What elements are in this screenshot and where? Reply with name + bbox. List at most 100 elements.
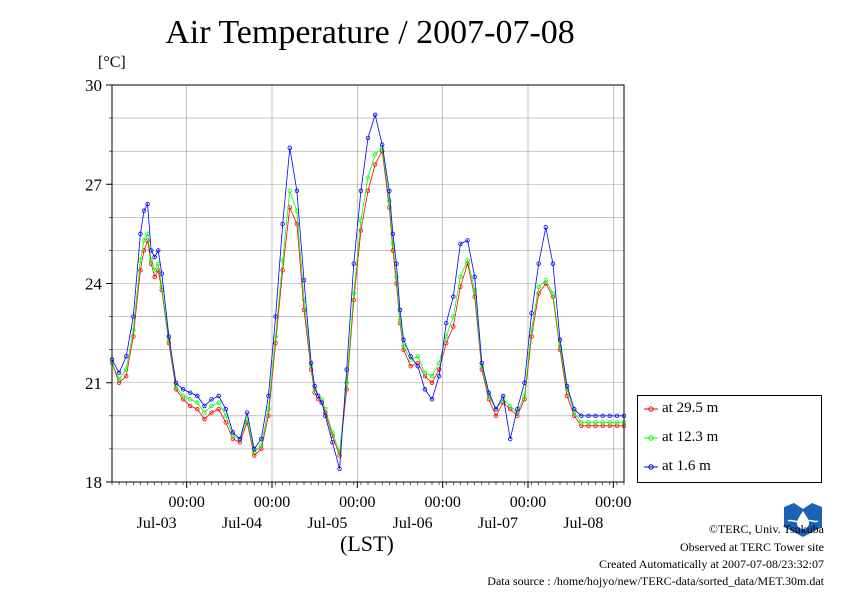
data-point — [579, 413, 584, 419]
data-point — [148, 248, 154, 253]
data-point — [529, 334, 534, 339]
data-point — [515, 407, 520, 412]
data-point — [358, 218, 364, 223]
data-point — [586, 413, 591, 419]
data-point — [397, 317, 403, 323]
footer-source: Data source : /home/hojyo/new/TERC-data/… — [487, 574, 824, 588]
data-point — [451, 324, 456, 329]
data-point — [493, 407, 499, 412]
data-point — [614, 420, 620, 425]
data-point — [244, 410, 250, 415]
legend-label: at 29.5 m — [662, 400, 719, 416]
data-point — [394, 274, 399, 280]
data-point — [124, 373, 129, 379]
data-point — [351, 261, 356, 266]
data-point — [216, 400, 221, 405]
data-point — [387, 188, 392, 194]
data-point — [180, 387, 186, 392]
y-tick-label: 27 — [85, 175, 103, 194]
data-point — [152, 274, 157, 280]
x-date-label: Jul-07 — [478, 515, 518, 532]
data-point — [451, 314, 456, 319]
chart-title: Air Temperature / 2007-07-08 — [165, 14, 575, 51]
data-point — [230, 430, 236, 435]
data-point — [458, 274, 463, 280]
data-point — [408, 364, 413, 369]
data-point — [436, 367, 442, 372]
legend-item: at 29.5 m — [638, 400, 821, 420]
data-point — [387, 198, 392, 203]
data-point — [600, 420, 605, 425]
data-point — [209, 403, 214, 409]
data-point — [607, 413, 612, 419]
data-point — [607, 420, 612, 425]
x-tick-label: 00:00 — [168, 494, 204, 511]
data-point — [394, 261, 399, 266]
data-point — [344, 387, 349, 392]
data-point — [209, 410, 214, 415]
legend-marker — [644, 435, 658, 441]
data-point — [294, 221, 300, 227]
data-point — [486, 390, 492, 395]
x-tick-label: 00:00 — [595, 494, 631, 511]
data-point — [159, 271, 164, 276]
data-point — [415, 354, 420, 359]
data-point — [337, 466, 342, 471]
data-point — [550, 261, 556, 266]
x-date-label: Jul-04 — [222, 515, 262, 532]
data-point — [116, 377, 122, 382]
data-point — [372, 162, 378, 167]
data-point — [330, 440, 335, 445]
data-point — [465, 238, 470, 243]
legend-label: at 12.3 m — [662, 429, 719, 445]
data-point — [294, 188, 300, 194]
data-point — [141, 238, 147, 243]
data-point — [116, 370, 122, 376]
data-point — [223, 420, 228, 425]
legend-marker — [644, 464, 658, 470]
data-point — [145, 201, 150, 207]
data-point — [237, 436, 243, 442]
footer-created: Created Automatically at 2007-07-08/23:3… — [599, 557, 824, 571]
data-point — [422, 387, 428, 392]
data-point — [195, 400, 200, 405]
data-point — [323, 413, 328, 419]
data-point — [202, 403, 207, 409]
data-point — [429, 373, 435, 379]
data-point — [472, 274, 477, 280]
data-point — [280, 221, 285, 227]
data-point — [408, 354, 413, 359]
data-point — [138, 231, 143, 237]
data-point — [188, 390, 193, 395]
x-date-label: Jul-06 — [393, 515, 433, 532]
x-date-label: Jul-03 — [137, 515, 177, 532]
data-point — [316, 393, 321, 399]
data-point — [479, 360, 484, 366]
x-tick-label: 00:00 — [339, 494, 375, 511]
data-point — [308, 360, 314, 366]
data-point — [266, 393, 271, 399]
data-point — [529, 311, 534, 316]
data-point — [330, 430, 335, 435]
data-point — [301, 307, 307, 313]
y-tick-label: 24 — [85, 275, 103, 294]
data-point — [216, 393, 221, 399]
legend: at 29.5 m at 12.3 m at 1.6 m — [637, 395, 822, 483]
data-point — [319, 400, 324, 405]
data-point — [436, 373, 442, 379]
data-point — [209, 397, 214, 402]
legend-item: at 12.3 m — [638, 429, 821, 449]
data-point — [131, 327, 136, 333]
data-point — [148, 258, 154, 263]
data-point — [508, 403, 513, 409]
y-tick-label: 18 — [85, 473, 102, 492]
x-axis-label: (LST) — [340, 531, 394, 556]
x-tick-label: 00:00 — [510, 494, 546, 511]
data-point — [593, 420, 598, 425]
data-point — [579, 420, 584, 425]
data-point — [141, 208, 147, 213]
data-point — [216, 407, 221, 412]
data-point — [465, 258, 470, 263]
data-point — [557, 344, 563, 349]
